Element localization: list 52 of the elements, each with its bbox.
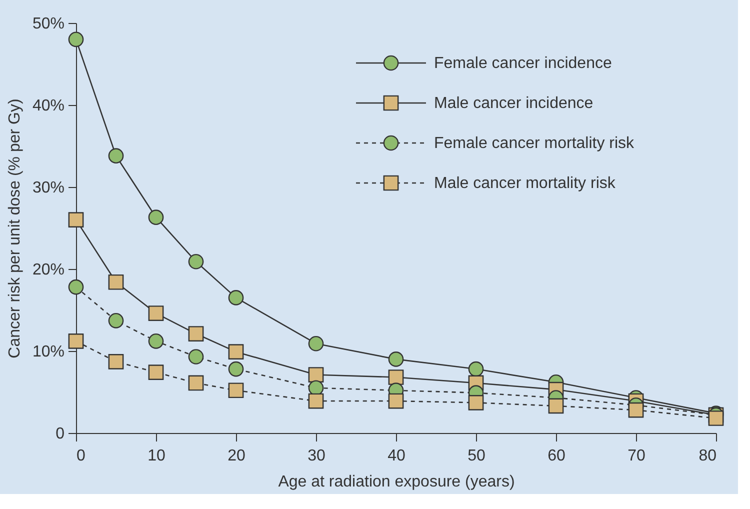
point [708,410,724,426]
point [148,334,164,349]
point [228,344,244,360]
x-tick-label: 50 [468,448,486,464]
y-tick-label: 40% [32,98,64,114]
legend-label: Female cancer incidence [434,55,612,72]
point [68,279,84,295]
point [148,306,164,321]
point [388,393,404,409]
x-tick-label: 20 [228,448,246,464]
point [388,370,404,385]
point [228,290,244,306]
y-tick-label: 30% [32,180,64,196]
point [388,352,404,367]
x-tick-label: 10 [148,448,166,464]
point [108,148,124,164]
y-tick-label: 50% [32,16,64,32]
point [468,361,484,377]
y-tick-label: 20% [32,262,64,278]
point [148,364,164,380]
point [188,326,204,342]
point [148,210,164,225]
point [308,367,324,382]
y-tick-label: 10% [32,344,64,360]
point [188,375,204,391]
point [628,402,644,418]
x-tick-label: 0 [76,448,86,464]
point [68,212,84,228]
point [108,274,124,290]
point [188,349,204,364]
point [468,394,484,410]
x-tick-label: 40 [388,448,406,464]
x-tick-label: 70 [628,448,646,464]
x-tick-label: 30 [308,448,326,464]
y-tick-label: 0 [56,426,65,442]
point [308,393,324,409]
x-axis-title: Age at radiation exposure (years) [278,474,515,490]
legend-label: Male cancer incidence [434,95,594,112]
y-axis-title: Cancer risk per unit dose (% per Gy) [6,98,24,358]
legend-label: Female cancer mortality risk [434,135,636,152]
point [228,361,244,377]
x-tick-label: 60 [548,448,566,464]
point [68,32,84,48]
point [108,313,124,328]
legend-label: Male cancer mortality risk [434,175,616,192]
point [548,398,564,414]
point [228,382,244,398]
point [188,254,204,270]
point [308,336,324,352]
point [68,333,84,349]
x-tick-label: 80 [698,448,717,464]
point [108,354,124,370]
